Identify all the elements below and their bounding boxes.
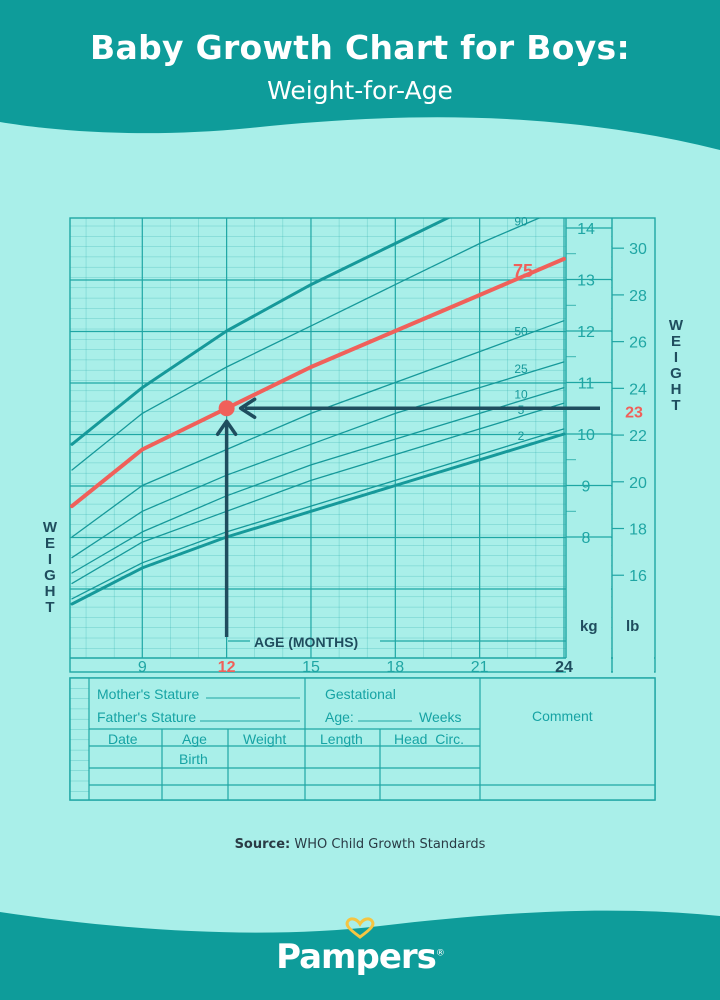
y-label-right-letter: W <box>668 317 684 334</box>
x-axis-label: AGE (MONTHS) <box>254 634 359 650</box>
lb-unit-label: lb <box>626 618 640 635</box>
y-label-left-letter: E <box>44 535 55 552</box>
x-tick-label: 24 <box>555 659 573 676</box>
highlight-point <box>218 400 235 417</box>
percentile-curve-97 <box>70 218 451 446</box>
chart-title: Baby Growth Chart for Boys: <box>90 28 630 67</box>
percentile-label-25: 25 <box>514 362 528 376</box>
lb-tick-label: 22 <box>629 428 647 445</box>
percentile-curves: 90 75 50 25 105 2 <box>70 215 566 606</box>
lb-tick-label: 16 <box>629 568 647 585</box>
horizontal-arrow-head <box>238 397 257 419</box>
kg-unit-label: kg <box>580 618 598 635</box>
kg-tick-label: 10 <box>577 427 595 444</box>
percentile-label-10: 10 <box>514 388 528 402</box>
kg-tick-label: 12 <box>577 324 595 341</box>
col-date: Date <box>108 731 138 747</box>
lb-tick-label: 20 <box>629 475 647 492</box>
percentile-label-50: 50 <box>514 324 528 338</box>
form-bg <box>70 678 655 800</box>
mother-stature-label: Mother's Stature <box>97 686 200 702</box>
percentile-label-2: 2 <box>518 429 525 443</box>
percentile-curve-10 <box>71 386 565 574</box>
birth-label: Birth <box>179 751 208 767</box>
y-label-left-letter: I <box>47 551 53 568</box>
logo-mark: ® <box>435 948 445 959</box>
vertical-arrow-head <box>215 419 238 436</box>
lb-tick-label: 30 <box>629 241 647 258</box>
chart-marks <box>215 397 600 642</box>
weeks-label: Weeks <box>419 709 462 725</box>
pampers-logo: Pampers® <box>0 917 720 977</box>
y-label-right-letter: T <box>671 397 681 414</box>
comment-label: Comment <box>532 708 593 724</box>
percentile-label-90: 90 <box>514 215 528 229</box>
source-label: Source: <box>234 837 291 852</box>
col-weight: Weight <box>243 731 287 747</box>
percentile-label-5: 5 <box>518 403 525 417</box>
percentile-curve-25 <box>71 361 565 559</box>
lb-tick-label: 26 <box>629 335 647 352</box>
y-label-right-letter: I <box>673 349 679 366</box>
percentile-curve-90 <box>71 218 541 471</box>
y-label-left-letter: W <box>42 519 58 536</box>
chart-subtitle: Weight-for-Age <box>267 76 453 105</box>
source-note: Source: WHO Child Growth Standards <box>0 837 720 852</box>
y-label-left-letter: T <box>45 599 55 616</box>
y-label-right-letter: E <box>670 333 681 350</box>
col-length: Length <box>320 731 363 747</box>
lb-tick-label: 24 <box>629 381 647 398</box>
chart-frame <box>69 217 656 673</box>
x-tick-label: 9 <box>138 659 147 676</box>
kg-tick-label: 13 <box>577 273 595 290</box>
kg-tick-label: 11 <box>578 376 595 393</box>
col-head-circ: Head Circ. <box>394 731 465 747</box>
lb-highlight-label: 23 <box>625 405 643 422</box>
percentile-curve-5 <box>71 402 565 585</box>
source-text: WHO Child Growth Standards <box>294 837 486 852</box>
gestational-label: Gestational <box>325 686 396 702</box>
x-tick-label: 18 <box>386 659 404 676</box>
x-tick-label: 15 <box>302 659 320 676</box>
kg-tick-label: 8 <box>582 530 591 547</box>
x-tick-label: 12 <box>218 659 236 676</box>
logo-text: Pampers <box>276 937 437 977</box>
y-label-left-letter: G <box>44 567 56 584</box>
lb-tick-label: 28 <box>629 288 647 305</box>
gestational-age-label: Age: <box>325 709 354 725</box>
x-tick-label: 21 <box>471 659 489 676</box>
kg-tick-label: 14 <box>577 221 595 238</box>
y-label-right-letter: H <box>670 381 682 398</box>
y-label-left-letter: H <box>44 583 56 600</box>
percentile-label-75: 75 <box>513 261 533 281</box>
form-frame-top <box>69 677 656 801</box>
lb-tick-label: 18 <box>629 522 647 539</box>
percentile-curve-3rd <box>70 432 566 606</box>
percentile-curve-75 <box>70 256 566 509</box>
kg-tick-label: 9 <box>582 479 591 496</box>
record-form-grid <box>69 677 656 801</box>
percentile-curve-50 <box>71 320 565 538</box>
y-label-right-letter: G <box>670 365 682 382</box>
heart-logo-icon <box>345 917 375 939</box>
percentile-curve-2 <box>71 428 565 600</box>
col-age: Age <box>182 731 207 747</box>
father-stature-label: Father's Stature <box>97 709 197 725</box>
